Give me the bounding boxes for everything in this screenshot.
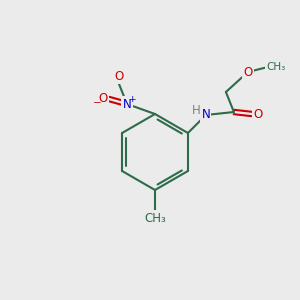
Text: O: O [243, 65, 253, 79]
Text: CH₃: CH₃ [266, 62, 286, 72]
Text: O: O [114, 70, 124, 83]
Text: CH₃: CH₃ [144, 212, 166, 224]
Text: N: N [202, 109, 210, 122]
Text: O: O [253, 107, 262, 121]
Text: O: O [98, 92, 108, 106]
Text: −: − [93, 98, 101, 108]
Text: +: + [128, 94, 136, 103]
Text: H: H [191, 104, 200, 118]
Text: N: N [123, 98, 131, 110]
